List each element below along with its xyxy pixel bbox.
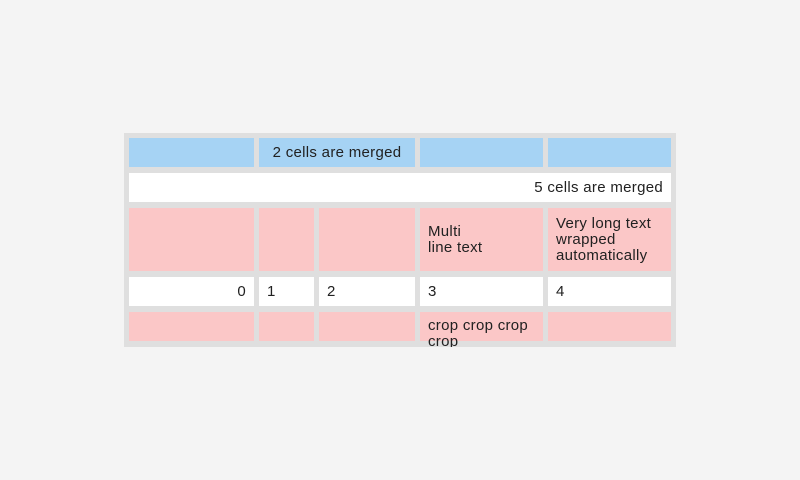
table-cell-r5c1[interactable] — [129, 312, 254, 341]
table-cell-r1c1[interactable] — [129, 138, 254, 167]
cell-text: 4 — [556, 282, 565, 300]
table-cell-r5c2[interactable] — [259, 312, 314, 341]
table-cell-r5c5[interactable] — [548, 312, 671, 341]
cell-text: Multi line text — [428, 222, 483, 256]
table-cell-wrapped[interactable]: Very long text wrapped automatically — [548, 208, 671, 271]
table-cell-r1c5[interactable] — [548, 138, 671, 167]
table-cell-cropped-text[interactable]: crop crop crop crop — [420, 312, 543, 347]
cell-text: 2 cells are merged — [272, 143, 402, 161]
table-cell-r4c4[interactable]: 3 — [420, 277, 543, 306]
table-cell-r4c3[interactable]: 2 — [319, 277, 415, 306]
table-cell-r1c4[interactable] — [420, 138, 543, 167]
cell-text: 3 — [428, 282, 437, 300]
table-cell-r4c2[interactable]: 1 — [259, 277, 314, 306]
table-cell-r5c3[interactable] — [319, 312, 415, 341]
table-cell-r3c2[interactable] — [259, 208, 314, 271]
cell-text: 1 — [267, 282, 276, 300]
cell-text: Very long text wrapped automatically — [556, 214, 652, 264]
table-cell-r4c1[interactable]: 0 — [129, 277, 254, 306]
table-cell-r1-merged[interactable]: 2 cells are merged — [259, 138, 415, 167]
cell-text: 0 — [237, 282, 246, 300]
table-cell-r3c3[interactable] — [319, 208, 415, 271]
table-cell-r2-merged[interactable]: 5 cells are merged — [129, 173, 671, 202]
table-cell-multiline[interactable]: Multi line text — [420, 208, 543, 271]
cell-text: crop crop crop crop — [428, 317, 529, 348]
table-widget: 2 cells are merged 5 cells are merged Mu… — [124, 133, 676, 347]
table-cell-r4c5[interactable]: 4 — [548, 277, 671, 306]
cell-text: 2 — [327, 282, 336, 300]
table-cell-r3c1[interactable] — [129, 208, 254, 271]
cell-text: 5 cells are merged — [534, 178, 663, 196]
